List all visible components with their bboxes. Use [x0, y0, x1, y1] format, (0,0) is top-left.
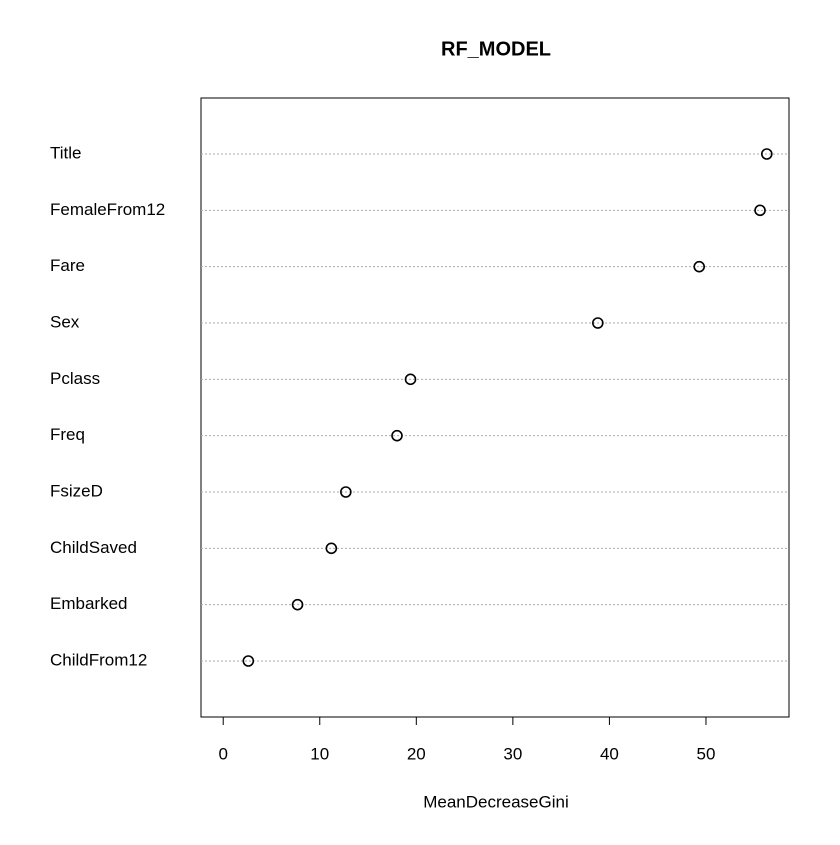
dot: [404, 373, 417, 386]
y-tick-label: Title: [50, 143, 82, 162]
chart-title: RF_MODEL: [441, 38, 551, 60]
dot: [760, 148, 773, 160]
dot: [291, 598, 304, 611]
x-tick-label: 20: [407, 744, 426, 763]
dot: [592, 317, 604, 329]
x-tick-label: 40: [600, 744, 619, 763]
dot: [391, 429, 403, 442]
x-axis-label: MeanDecreaseGini: [423, 792, 569, 811]
x-tick-label: 0: [218, 744, 227, 763]
y-tick-label: ChildFrom12: [50, 650, 147, 669]
y-tick-label: Embarked: [50, 594, 127, 613]
dot: [242, 655, 255, 667]
x-tick-label: 30: [503, 744, 522, 763]
y-tick-label: FsizeD: [50, 481, 103, 500]
dot: [754, 204, 766, 217]
y-tick-label: Sex: [50, 312, 80, 331]
dot: [325, 542, 338, 555]
x-tick-label: 10: [310, 744, 329, 763]
y-tick-label: Pclass: [50, 369, 100, 388]
y-tick-label: ChildSaved: [50, 538, 137, 557]
y-tick-label: Freq: [50, 425, 85, 444]
x-tick-label: 50: [697, 744, 716, 763]
dot: [693, 260, 706, 273]
dot: [340, 486, 352, 498]
y-tick-label: FemaleFrom12: [50, 200, 165, 219]
y-tick-label: Fare: [50, 256, 85, 275]
